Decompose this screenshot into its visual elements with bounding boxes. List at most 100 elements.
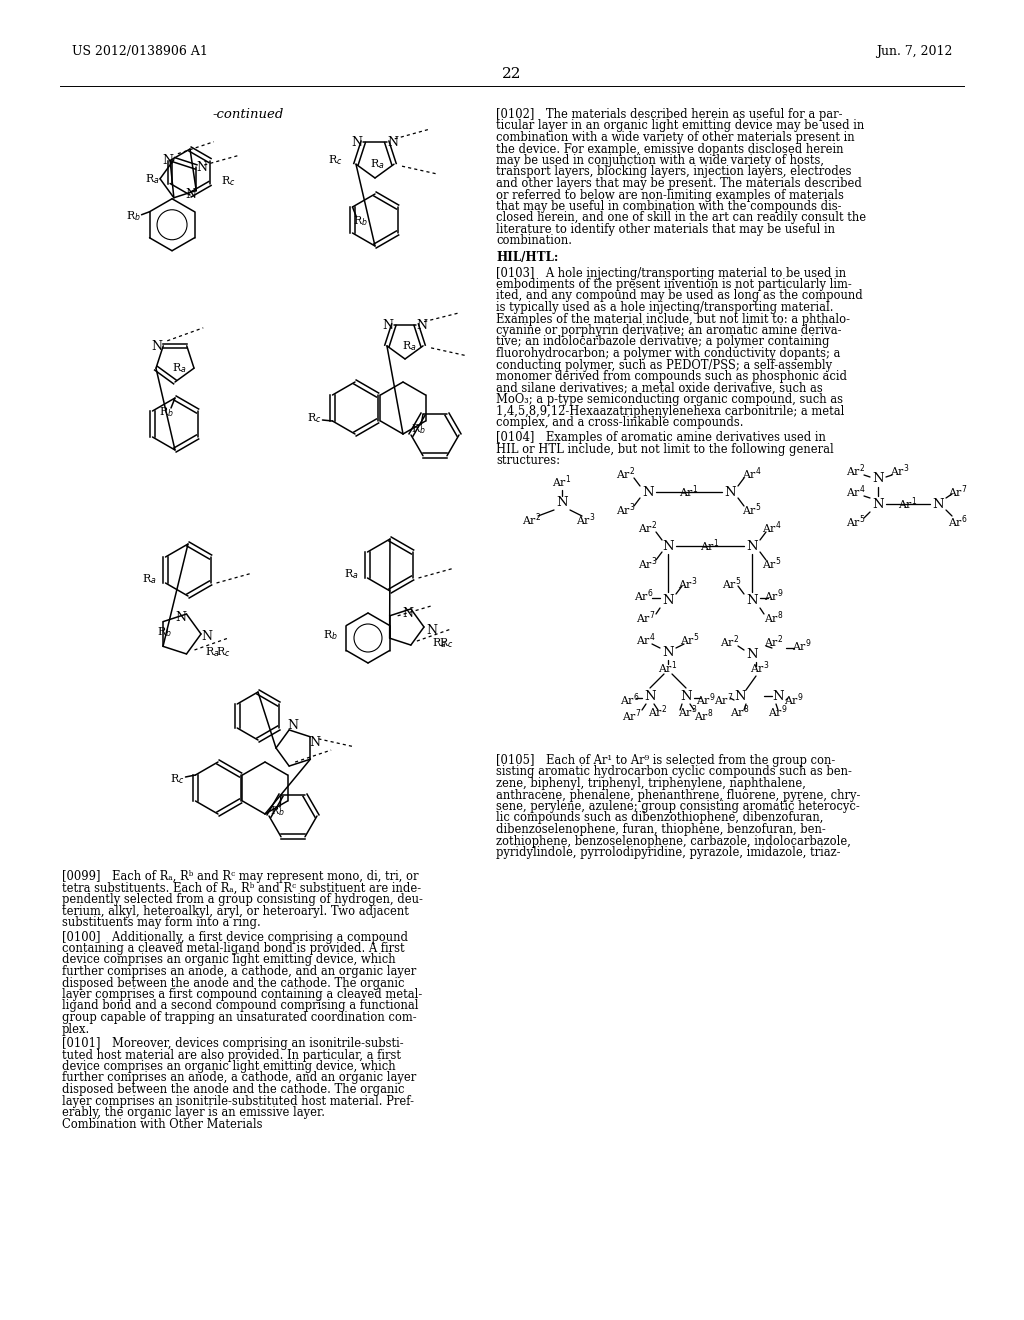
Text: R$_b$: R$_b$ <box>323 628 338 643</box>
Text: monomer derived from compounds such as phosphonic acid: monomer derived from compounds such as p… <box>496 370 847 383</box>
Text: R$_a$: R$_a$ <box>142 572 157 586</box>
Text: Ar$^4$: Ar$^4$ <box>636 632 655 648</box>
Text: N: N <box>663 645 674 659</box>
Text: N: N <box>402 607 414 620</box>
Text: tuted host material are also provided. In particular, a first: tuted host material are also provided. I… <box>62 1048 401 1061</box>
Text: [0102] The materials described herein as useful for a par-: [0102] The materials described herein as… <box>496 108 843 121</box>
Text: N: N <box>644 689 655 702</box>
Text: Ar$^1$: Ar$^1$ <box>658 660 678 676</box>
Text: Ar$^6$: Ar$^6$ <box>621 692 640 709</box>
Text: Ar$^1$: Ar$^1$ <box>552 474 571 490</box>
Text: Ar$^3$: Ar$^3$ <box>616 502 636 519</box>
Text: substituents may form into a ring.: substituents may form into a ring. <box>62 916 261 929</box>
Text: N: N <box>387 136 398 149</box>
Text: may be used in conjunction with a wide variety of hosts,: may be used in conjunction with a wide v… <box>496 154 824 168</box>
Text: lic compounds such as dibenzothiophene, dibenzofuran,: lic compounds such as dibenzothiophene, … <box>496 812 823 825</box>
Text: Ar$^8$: Ar$^8$ <box>764 610 783 626</box>
Text: N: N <box>746 540 758 553</box>
Text: Ar$^2$: Ar$^2$ <box>616 466 636 482</box>
Text: N: N <box>417 319 428 333</box>
Text: structures:: structures: <box>496 454 560 467</box>
Text: Ar$^6$: Ar$^6$ <box>634 587 653 605</box>
Text: Ar$^1$: Ar$^1$ <box>679 483 698 500</box>
Text: Ar$^3$: Ar$^3$ <box>751 660 770 676</box>
Text: combination.: combination. <box>496 235 572 248</box>
Text: Ar$^5$: Ar$^5$ <box>762 556 781 573</box>
Text: R$_c$: R$_c$ <box>438 636 454 649</box>
Text: R$_c$: R$_c$ <box>328 153 343 166</box>
Text: N: N <box>382 319 393 333</box>
Text: R$_c$: R$_c$ <box>170 772 184 785</box>
Text: pyridylindole, pyrrolodipyridine, pyrazole, imidazole, triaz-: pyridylindole, pyrrolodipyridine, pyrazo… <box>496 846 841 859</box>
Text: ticular layer in an organic light emitting device may be used in: ticular layer in an organic light emitti… <box>496 120 864 132</box>
Text: Ar$^1$: Ar$^1$ <box>898 496 918 512</box>
Text: layer comprises an isonitrile-substituted host material. Pref-: layer comprises an isonitrile-substitute… <box>62 1094 414 1107</box>
Text: R$_c$: R$_c$ <box>307 411 322 425</box>
Text: Ar$^3$: Ar$^3$ <box>678 704 697 721</box>
Text: N: N <box>185 189 197 202</box>
Text: Ar$^7$: Ar$^7$ <box>715 692 734 709</box>
Text: [0099] Each of Rₐ, Rᵇ and Rᶜ may represent mono, di, tri, or: [0099] Each of Rₐ, Rᵇ and Rᶜ may represe… <box>62 870 419 883</box>
Text: N: N <box>772 689 783 702</box>
Text: ited, and any compound may be used as long as the compound: ited, and any compound may be used as lo… <box>496 289 863 302</box>
Text: N: N <box>872 473 884 486</box>
Text: N: N <box>427 624 437 638</box>
Text: ligand bond and a second compound comprising a functional: ligand bond and a second compound compri… <box>62 999 419 1012</box>
Text: Ar$^5$: Ar$^5$ <box>680 632 699 648</box>
Text: erably, the organic layer is an emissive layer.: erably, the organic layer is an emissive… <box>62 1106 325 1119</box>
Text: closed herein, and one of skill in the art can readily consult the: closed herein, and one of skill in the a… <box>496 211 866 224</box>
Text: plex.: plex. <box>62 1023 90 1035</box>
Text: tetra substituents. Each of Rₐ, Rᵇ and Rᶜ substituent are inde-: tetra substituents. Each of Rₐ, Rᵇ and R… <box>62 882 421 895</box>
Text: dibenzoselenophene, furan, thiophene, benzofuran, ben-: dibenzoselenophene, furan, thiophene, be… <box>496 822 825 836</box>
Text: R$_c$: R$_c$ <box>221 174 236 187</box>
Text: Ar$^3$: Ar$^3$ <box>678 576 697 593</box>
Text: N: N <box>288 719 299 733</box>
Text: zene, biphenyl, triphenyl, triphenylene, naphthalene,: zene, biphenyl, triphenyl, triphenylene,… <box>496 777 806 789</box>
Text: conducting polymer, such as PEDOT/PSS; a self-assembly: conducting polymer, such as PEDOT/PSS; a… <box>496 359 833 371</box>
Text: MoO₃; a p-type semiconducting organic compound, such as: MoO₃; a p-type semiconducting organic co… <box>496 393 843 407</box>
Text: N: N <box>724 486 736 499</box>
Text: tive; an indolocarbazole derivative; a polymer containing: tive; an indolocarbazole derivative; a p… <box>496 335 829 348</box>
Text: Ar$^9$: Ar$^9$ <box>793 638 812 655</box>
Text: zothiophene, benzoselenophene, carbazole, indolocarbazole,: zothiophene, benzoselenophene, carbazole… <box>496 834 851 847</box>
Text: N: N <box>734 689 745 702</box>
Text: combination with a wide variety of other materials present in: combination with a wide variety of other… <box>496 131 855 144</box>
Text: HIL or HTL include, but not limit to the following general: HIL or HTL include, but not limit to the… <box>496 444 834 455</box>
Text: Ar$^4$: Ar$^4$ <box>762 520 781 536</box>
Text: Ar$^6$: Ar$^6$ <box>948 513 968 531</box>
Text: N: N <box>163 154 173 168</box>
Text: Ar$^9$: Ar$^9$ <box>764 587 783 605</box>
Text: layer comprises a first compound containing a cleaved metal-: layer comprises a first compound contain… <box>62 987 422 1001</box>
Text: further comprises an anode, a cathode, and an organic layer: further comprises an anode, a cathode, a… <box>62 1072 416 1085</box>
Text: 1,4,5,8,9,12-Hexaazatriphenylenehexa carbonitrile; a metal: 1,4,5,8,9,12-Hexaazatriphenylenehexa car… <box>496 404 845 417</box>
Text: [0101] Moreover, devices comprising an isonitrile-substi-: [0101] Moreover, devices comprising an i… <box>62 1038 403 1049</box>
Text: is typically used as a hole injecting/transporting material.: is typically used as a hole injecting/tr… <box>496 301 834 314</box>
Text: Ar$^5$: Ar$^5$ <box>722 576 741 593</box>
Text: R$_b$: R$_b$ <box>412 422 427 436</box>
Text: R$_b$: R$_b$ <box>157 626 172 639</box>
Text: Ar$^2$: Ar$^2$ <box>522 512 542 528</box>
Text: Ar$^2$: Ar$^2$ <box>764 634 783 651</box>
Text: Ar$^2$: Ar$^2$ <box>648 704 668 721</box>
Text: Ar$^3$: Ar$^3$ <box>890 463 909 479</box>
Text: pendently selected from a group consisting of hydrogen, deu-: pendently selected from a group consisti… <box>62 894 423 906</box>
Text: containing a cleaved metal-ligand bond is provided. A first: containing a cleaved metal-ligand bond i… <box>62 942 404 954</box>
Text: anthracene, phenalene, phenanthrene, fluorene, pyrene, chry-: anthracene, phenalene, phenanthrene, flu… <box>496 788 860 801</box>
Text: Ar$^5$: Ar$^5$ <box>846 513 865 531</box>
Text: that may be useful in combination with the compounds dis-: that may be useful in combination with t… <box>496 201 842 213</box>
Text: N: N <box>642 486 653 499</box>
Text: Ar$^9$: Ar$^9$ <box>696 692 716 709</box>
Text: R$_b$: R$_b$ <box>353 214 368 228</box>
Text: R$_b$: R$_b$ <box>160 405 174 418</box>
Text: and other layers that may be present. The materials described: and other layers that may be present. Th… <box>496 177 862 190</box>
Text: Ar$^4$: Ar$^4$ <box>846 483 866 500</box>
Text: N: N <box>152 341 163 354</box>
Text: the device. For example, emissive dopants disclosed herein: the device. For example, emissive dopant… <box>496 143 844 156</box>
Text: R$_b$: R$_b$ <box>270 804 286 818</box>
Text: Ar$^1$: Ar$^1$ <box>700 537 720 554</box>
Text: and silane derivatives; a metal oxide derivative, such as: and silane derivatives; a metal oxide de… <box>496 381 822 395</box>
Text: N: N <box>680 689 692 702</box>
Text: sisting aromatic hydrocarbon cyclic compounds such as ben-: sisting aromatic hydrocarbon cyclic comp… <box>496 766 852 779</box>
Text: Ar$^5$: Ar$^5$ <box>742 502 762 519</box>
Text: -continued: -continued <box>212 108 284 121</box>
